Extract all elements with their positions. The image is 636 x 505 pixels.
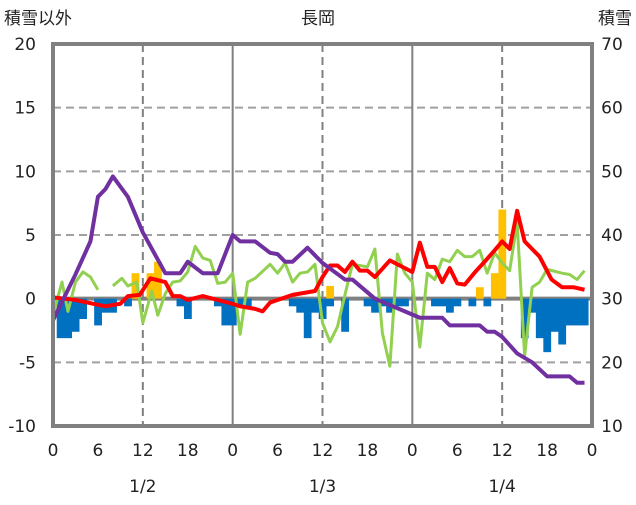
date-label: 1/3	[309, 477, 336, 497]
x-tick-label: 0	[587, 441, 598, 461]
bar-snow-change	[371, 298, 379, 313]
y2-tick-label: 50	[601, 162, 623, 182]
x-tick-label: 18	[536, 441, 558, 461]
bar-precipitation	[498, 209, 507, 299]
bar-snow-change	[558, 298, 567, 345]
bar-snow-change	[483, 298, 492, 307]
bar-precipitation	[326, 285, 335, 299]
bar-snow-change	[535, 298, 544, 339]
chart-title: 長岡	[301, 9, 335, 29]
bar-snow-change	[56, 298, 65, 339]
bar-snow-change	[213, 298, 222, 307]
bar-snow-change	[71, 298, 80, 332]
bar-precipitation	[131, 273, 140, 299]
bar-snow-change	[520, 298, 529, 339]
bar-snow-change	[184, 298, 192, 320]
bar-snow-change	[431, 298, 439, 307]
bar-precipitation	[146, 273, 155, 299]
line-wind	[111, 220, 586, 368]
bar-snow-change	[124, 298, 132, 307]
y2-tick-label: 70	[601, 35, 623, 55]
bar-snow-change	[438, 298, 447, 307]
bar-snow-change	[401, 298, 409, 307]
bar-snow-change	[79, 298, 87, 320]
bar-snow-change	[176, 298, 185, 307]
date-label: 1/2	[129, 477, 156, 497]
y2-tick-label: 60	[601, 99, 623, 119]
x-tick-label: 0	[407, 441, 418, 461]
left-axis-label: 積雪以外	[4, 9, 72, 29]
bar-snow-change	[573, 298, 582, 326]
y-tick-label: 10	[14, 162, 36, 182]
y2-tick-label: 10	[601, 417, 623, 437]
y2-tick-label: 30	[601, 290, 623, 310]
bar-snow-change	[94, 298, 102, 326]
lines	[51, 174, 586, 385]
bar-snow-change	[318, 298, 327, 320]
line-temperature	[52, 208, 585, 314]
y-tick-label: 5	[25, 226, 36, 246]
line-snow-depth	[51, 174, 585, 385]
bar-snow-change	[303, 298, 312, 339]
line-wind	[51, 270, 100, 316]
bar-snow-change	[446, 298, 454, 313]
bar-snow-change	[341, 298, 350, 332]
y-tick-label: 20	[14, 35, 36, 55]
bar-snow-change	[288, 298, 297, 307]
bar-snow-change	[243, 298, 252, 307]
bar-snow-change	[453, 298, 462, 307]
bar-snow-change	[528, 298, 537, 313]
x-tick-label: 12	[132, 441, 154, 461]
bar-snow-change	[550, 298, 559, 332]
bar-snow-change	[393, 298, 402, 307]
x-tick-label: 6	[93, 441, 104, 461]
bar-snow-change	[296, 298, 305, 313]
bar-precipitation	[490, 273, 499, 299]
plot-frame	[51, 42, 594, 428]
bar-snow-change	[236, 298, 245, 307]
bar-snow-change	[468, 298, 477, 307]
x-tick-label: 18	[177, 441, 199, 461]
x-tick-label: 0	[227, 441, 238, 461]
bars	[56, 209, 589, 353]
x-tick-label: 6	[452, 441, 463, 461]
bar-snow-change	[363, 298, 372, 307]
bar-precipitation	[475, 287, 484, 299]
x-tick-label: 12	[312, 441, 334, 461]
right-axis-label: 積雪	[598, 9, 632, 29]
bar-snow-change	[565, 298, 574, 326]
bar-snow-change	[311, 298, 320, 313]
y-tick-label: 15	[14, 99, 36, 119]
x-tick-label: 6	[272, 441, 283, 461]
y-tick-label: 0	[25, 290, 36, 310]
y-tick-label: -5	[19, 353, 36, 373]
bar-snow-change	[543, 298, 552, 353]
bar-snow-change	[580, 298, 589, 326]
bar-snow-change	[64, 298, 73, 339]
y2-tick-label: 40	[601, 226, 623, 246]
x-tick-label: 0	[48, 441, 59, 461]
x-tick-label: 12	[491, 441, 513, 461]
bar-snow-change	[228, 298, 237, 326]
x-tick-label: 18	[357, 441, 379, 461]
bar-snow-change	[326, 298, 335, 307]
bar-snow-change	[221, 298, 230, 326]
date-label: 1/4	[488, 477, 515, 497]
y-tick-label: -10	[8, 417, 36, 437]
y2-tick-label: 20	[601, 353, 623, 373]
